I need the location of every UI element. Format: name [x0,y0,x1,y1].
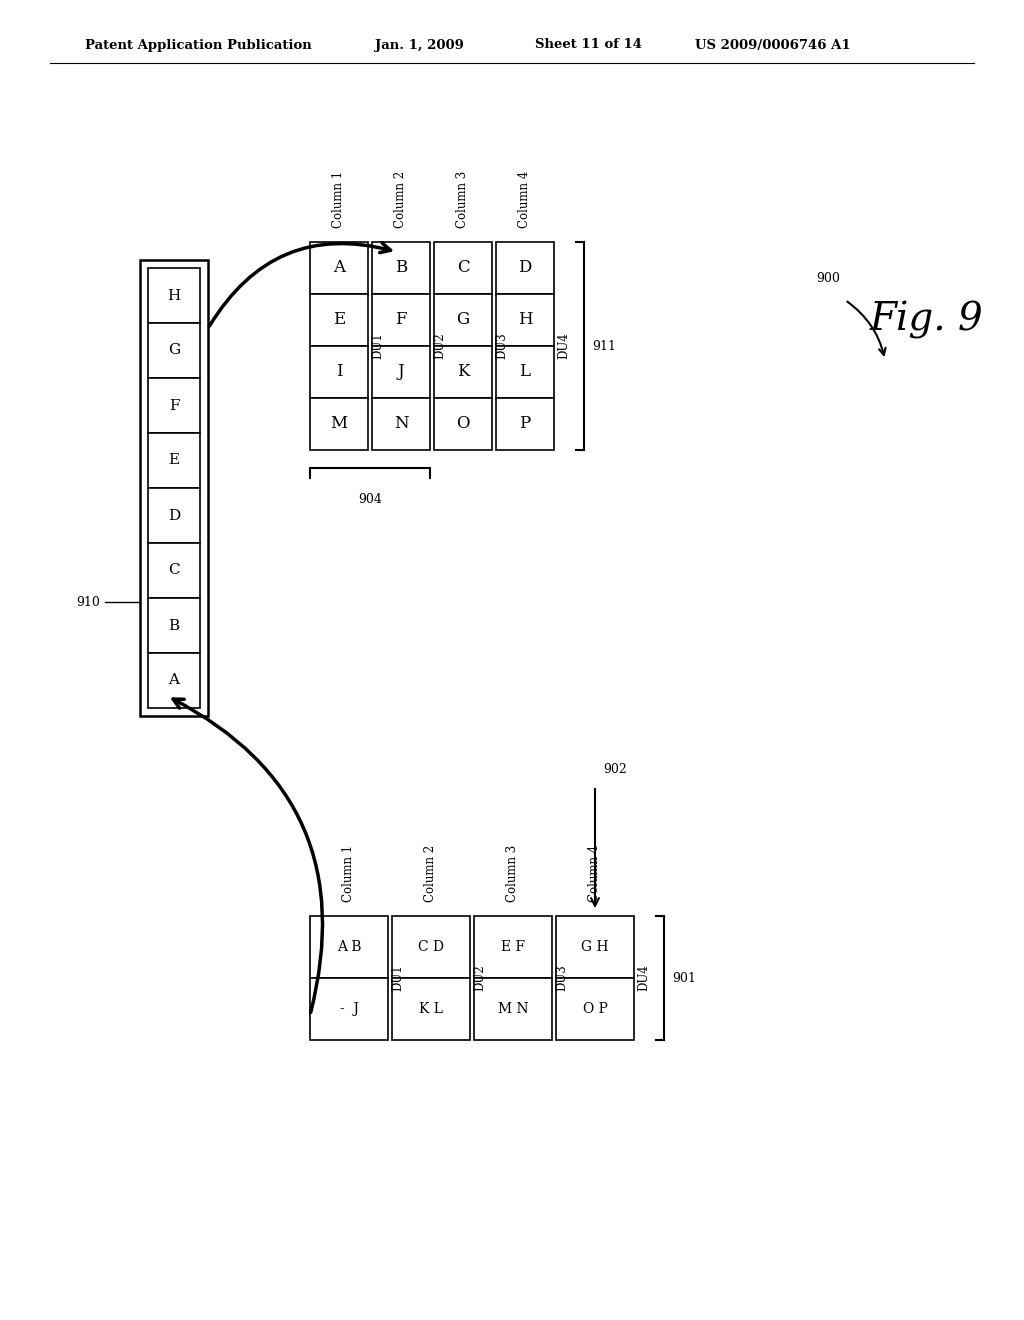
Text: D: D [168,508,180,523]
Text: M N: M N [498,1002,528,1016]
Text: Fig. 9: Fig. 9 [870,301,984,339]
Text: 910: 910 [76,595,100,609]
Bar [148,323,200,378]
Bar [474,978,552,1040]
Bar [310,978,388,1040]
Text: Column 4: Column 4 [589,845,601,902]
Text: B: B [395,260,408,276]
Bar [392,978,470,1040]
Text: D: D [518,260,531,276]
Text: 901: 901 [672,972,696,985]
Text: Column 3: Column 3 [507,845,519,902]
Text: J: J [397,363,404,380]
Text: A: A [333,260,345,276]
Bar [148,653,200,708]
Text: DU2: DU2 [473,965,486,991]
Bar [434,399,492,450]
Bar [434,294,492,346]
Bar [556,978,634,1040]
Text: -  J: - J [340,1002,358,1016]
Text: H: H [167,289,180,302]
Text: E: E [333,312,345,329]
Text: C: C [457,260,469,276]
Text: Sheet 11 of 14: Sheet 11 of 14 [535,38,642,51]
Text: E F: E F [501,940,525,954]
Bar [556,916,634,978]
Text: 902: 902 [603,763,627,776]
Bar [148,598,200,653]
Text: K L: K L [419,1002,443,1016]
Text: G: G [457,312,470,329]
Text: Column 2: Column 2 [394,170,408,228]
Bar [474,916,552,978]
Text: B: B [168,619,179,632]
Text: G H: G H [582,940,608,954]
Bar [148,268,200,323]
Bar [310,346,368,399]
Text: DU2: DU2 [433,333,446,359]
Bar [310,242,368,294]
Bar [496,242,554,294]
Bar [496,346,554,399]
Text: Column 1: Column 1 [333,170,345,228]
Bar [310,294,368,346]
Bar [310,399,368,450]
Text: DU1: DU1 [371,333,384,359]
Text: H: H [518,312,532,329]
Text: Column 3: Column 3 [457,170,469,228]
Text: M: M [331,416,347,433]
Bar [496,399,554,450]
Text: Column 4: Column 4 [518,170,531,228]
Bar [148,543,200,598]
Bar [148,433,200,488]
Text: DU3: DU3 [555,965,568,991]
Bar [392,916,470,978]
Text: Jan. 1, 2009: Jan. 1, 2009 [375,38,464,51]
Text: DU4: DU4 [557,333,570,359]
Text: P: P [519,416,530,433]
Text: K: K [457,363,469,380]
Text: DU3: DU3 [495,333,508,359]
Text: E: E [168,454,179,467]
Bar [496,294,554,346]
Text: 900: 900 [816,272,840,285]
Bar [140,260,208,715]
Text: F: F [395,312,407,329]
Text: G: G [168,343,180,358]
Text: O P: O P [583,1002,607,1016]
Text: F: F [169,399,179,412]
Bar [372,346,430,399]
Bar [372,399,430,450]
Text: N: N [393,416,409,433]
Bar [148,488,200,543]
Text: C: C [168,564,180,578]
Text: A B: A B [337,940,361,954]
Text: US 2009/0006746 A1: US 2009/0006746 A1 [695,38,851,51]
Text: 904: 904 [358,492,382,506]
Text: I: I [336,363,342,380]
Text: DU1: DU1 [391,965,404,991]
Text: Column 1: Column 1 [342,845,355,902]
Text: Patent Application Publication: Patent Application Publication [85,38,311,51]
Bar [372,242,430,294]
Text: DU4: DU4 [637,965,650,991]
Text: O: O [457,416,470,433]
Bar [434,242,492,294]
Bar [148,378,200,433]
Bar [434,346,492,399]
Text: Column 2: Column 2 [425,845,437,902]
Bar [310,916,388,978]
Bar [372,294,430,346]
Text: A: A [169,673,179,688]
Text: L: L [519,363,530,380]
Text: 911: 911 [592,339,615,352]
Text: C D: C D [418,940,444,954]
